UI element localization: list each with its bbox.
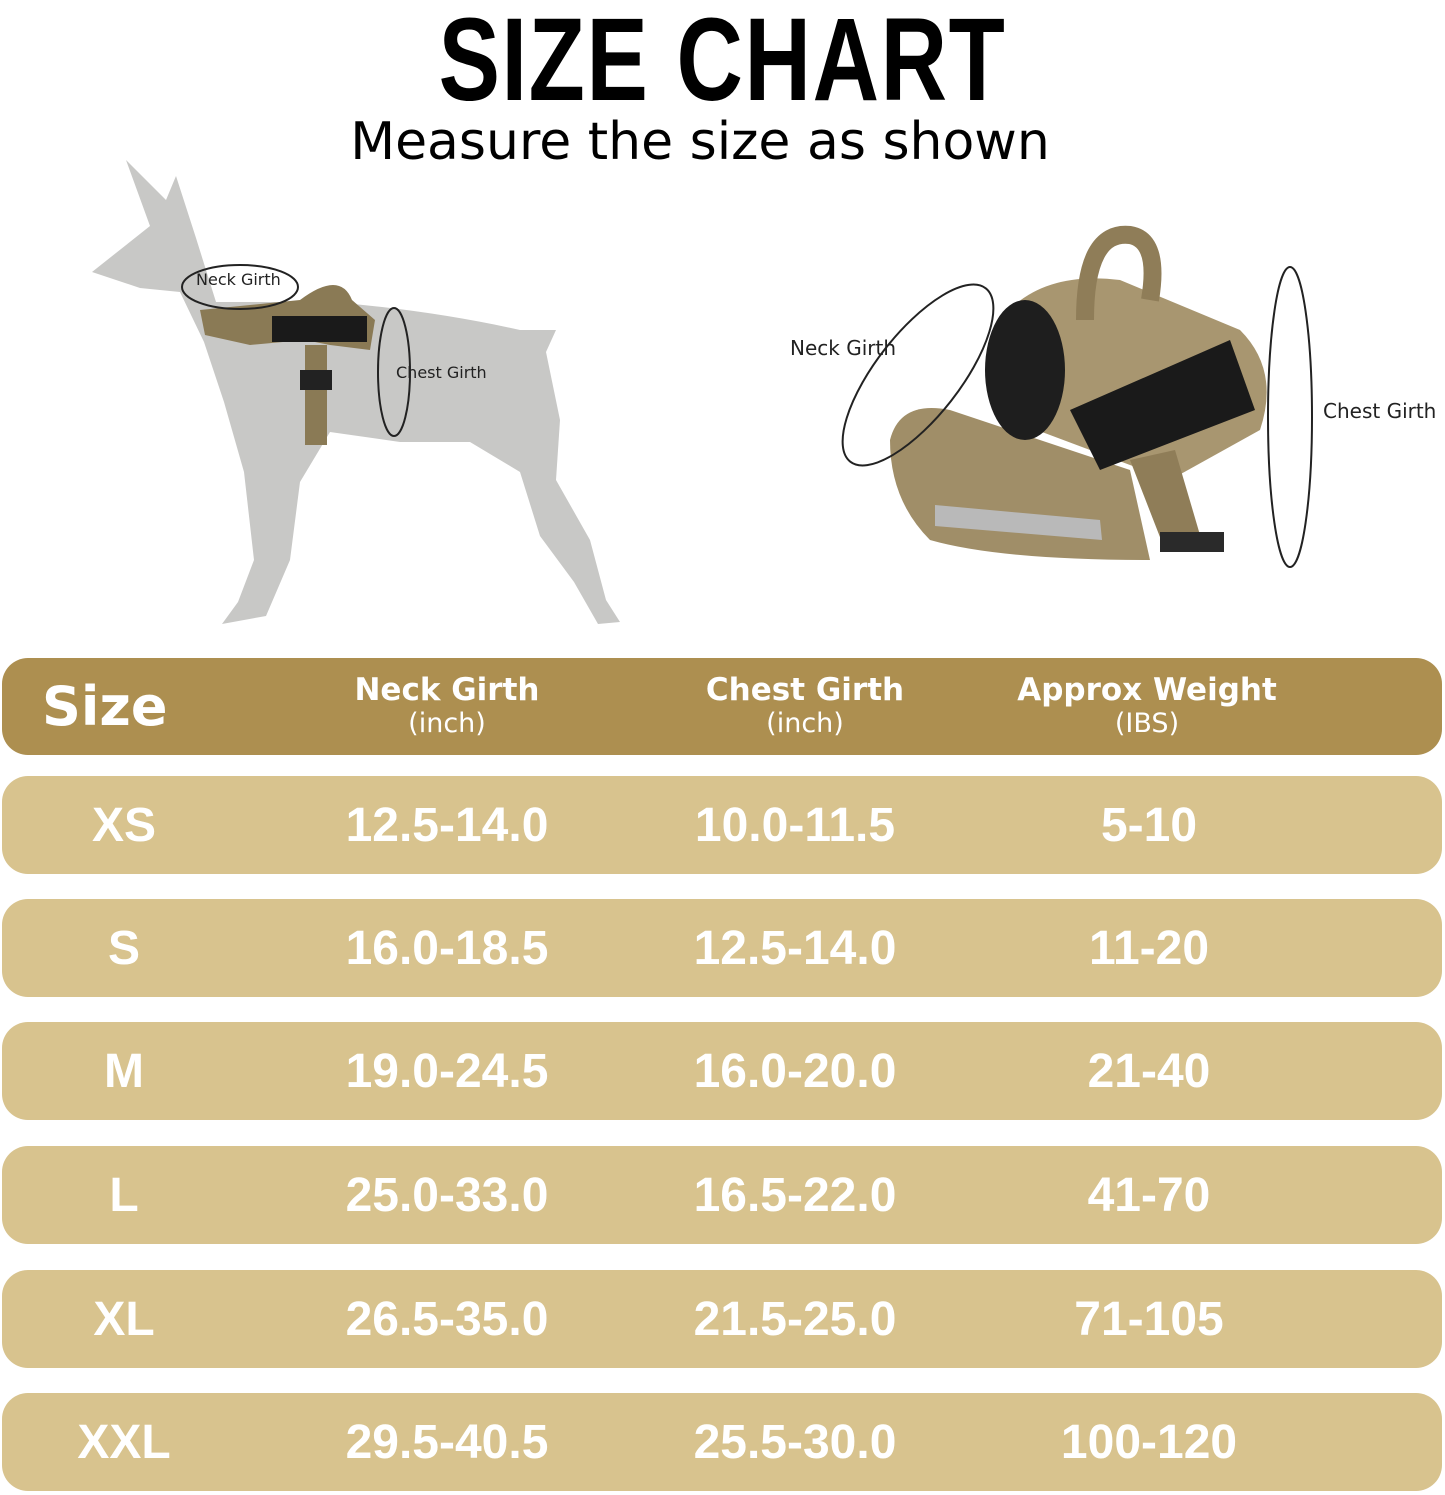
table-cell: 5-10 (1100, 798, 1198, 852)
table-cell: XS (91, 798, 157, 852)
column-label: Approx Weight (1017, 671, 1277, 708)
dog-chest-label: Chest Girth (396, 363, 487, 382)
table-cell: 25.5-30.0 (693, 1415, 897, 1469)
table-cell: 29.5-40.5 (345, 1415, 549, 1469)
table-row: L 25.0-33.0 16.5-22.0 41-70 (2, 1146, 1442, 1244)
column-unit: (IBS) (1114, 707, 1180, 739)
harness-handle (1076, 225, 1162, 321)
column-label: Neck Girth (354, 671, 540, 708)
table-cell: 41-70 (1087, 1168, 1211, 1222)
table-cell: 21-40 (1087, 1044, 1211, 1098)
harness-chest-measure (1267, 266, 1313, 568)
harness-neck-measure (841, 283, 995, 467)
column-header: Neck Girth (inch) (327, 658, 567, 755)
harness-strap (1130, 450, 1200, 550)
harness-reflective (935, 505, 1102, 540)
table-row: S 16.0-18.5 12.5-14.0 11-20 (2, 899, 1442, 997)
harness-figure: Neck Girth Chest Girth (790, 225, 1436, 568)
harness-buckle (1160, 532, 1224, 552)
table-cell: 10.0-11.5 (694, 798, 896, 852)
table-row: M 19.0-24.5 16.0-20.0 21-40 (2, 1022, 1442, 1120)
table-row: XXL 29.5-40.5 25.5-30.0 100-120 (2, 1393, 1442, 1491)
table-cell: 26.5-35.0 (345, 1292, 549, 1346)
table-cell: 16.5-22.0 (693, 1168, 897, 1222)
column-header: Approx Weight (IBS) (1002, 658, 1292, 755)
table-cell: S (107, 921, 140, 975)
harness-velcro (1070, 340, 1255, 470)
column-label: Size (42, 674, 168, 738)
column-header: Chest Girth (inch) (675, 658, 935, 755)
dog-harness-panel (272, 316, 367, 342)
table-cell: 16.0-18.5 (345, 921, 549, 975)
neck-measure (181, 264, 299, 310)
table-cell: 12.5-14.0 (693, 921, 897, 975)
table-cell: 12.5-14.0 (345, 798, 549, 852)
harness-pad (985, 300, 1065, 440)
dog-neck-label: Neck Girth (196, 270, 281, 289)
table-cell: 19.0-24.5 (345, 1044, 549, 1098)
table-header: Size Neck Girth (inch) Chest Girth (inch… (2, 658, 1442, 755)
table-cell: 71-105 (1074, 1292, 1224, 1346)
dog-figure: Neck Girth Chest Girth (92, 160, 620, 624)
column-header: Size (42, 658, 167, 755)
table-cell: M (104, 1044, 144, 1098)
column-label: Chest Girth (705, 671, 905, 708)
table-cell: 21.5-25.0 (693, 1292, 897, 1346)
table-cell: XL (93, 1292, 155, 1346)
dog-strap (305, 345, 327, 445)
dog-buckle (300, 370, 332, 390)
table-cell: 16.0-20.0 (693, 1044, 897, 1098)
column-unit: (inch) (408, 707, 486, 739)
table-row: XL 26.5-35.0 21.5-25.0 71-105 (2, 1270, 1442, 1368)
table-row: XS 12.5-14.0 10.0-11.5 5-10 (2, 776, 1442, 874)
column-unit: (inch) (766, 707, 844, 739)
harness-chest-label: Chest Girth (1323, 399, 1436, 423)
table-cell: XXL (77, 1415, 171, 1469)
title: SIZE CHART (438, 0, 1007, 126)
harness-neck-label: Neck Girth (790, 336, 896, 360)
table-cell: L (109, 1168, 139, 1222)
table-cell: 100-120 (1060, 1415, 1238, 1469)
table-cell: 25.0-33.0 (345, 1168, 549, 1222)
illustrations: Neck Girth Chest Girth Neck Girth Chest … (92, 160, 1436, 624)
chest-measure (377, 307, 411, 437)
subtitle: Measure the size as shown (350, 112, 1050, 172)
table-cell: 11-20 (1088, 921, 1210, 975)
dog-silhouette (92, 160, 620, 624)
